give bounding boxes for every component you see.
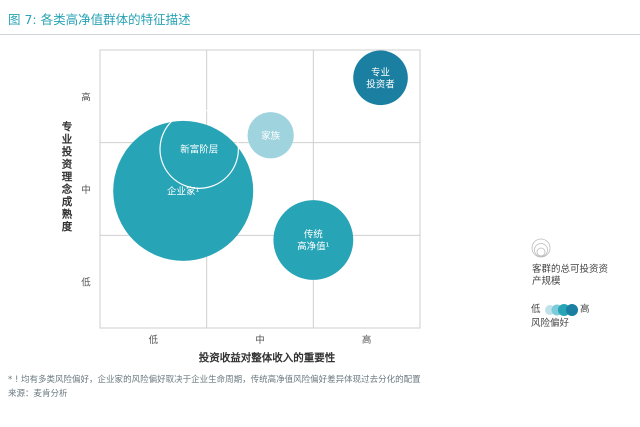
bubble: 新富阶层 (159, 109, 240, 189)
y-axis-label-char: 念 (61, 183, 73, 196)
footnote: * ! 均有多类风险偏好，企业家的风险偏好取决于企业生命周期，传统高净值风险偏好… (8, 375, 421, 385)
legend-size-icon (531, 238, 551, 258)
bubble-circle (273, 200, 354, 280)
legend-risk-high: 高 (580, 304, 590, 315)
tick-labels: 低中高高中低 (81, 91, 371, 346)
y-axis-label-char: 业 (62, 133, 73, 146)
y-axis-label-char: 专 (62, 120, 73, 133)
bubble: 传统高净值¹ (273, 200, 354, 280)
y-axis-label-char: 度 (62, 220, 73, 233)
bubble-circle (159, 109, 240, 189)
legend (531, 238, 578, 316)
legend-size-label: 客群的总可投资资产规模 (532, 264, 609, 287)
bubble-label: 专业投资者 (366, 66, 395, 90)
y-tick-label: 高 (81, 91, 91, 103)
bubble-circle (247, 112, 294, 159)
source-note: 来源：麦肯分析 (8, 389, 68, 399)
x-tick-label: 低 (149, 334, 159, 346)
y-axis-label-char: 成 (62, 195, 73, 208)
y-tick-label: 低 (81, 277, 91, 289)
y-axis-label-char: 投 (62, 145, 73, 158)
y-axis-label: 专业投资理念成熟度 (61, 120, 73, 233)
bubble: 家族 (247, 112, 294, 159)
bubble-label: 传统高净值¹ (297, 228, 330, 252)
bubble: 企业家¹ (113, 120, 254, 261)
bubble-circle (113, 120, 254, 261)
legend-risk-label: 风险偏好 (531, 318, 570, 329)
figure-title: 图 7: 各类高净值群体的特征描述 (8, 12, 191, 27)
legend-risk-scale (545, 304, 578, 316)
plot-frame (99, 49, 421, 329)
bubble: 专业投资者 (353, 50, 408, 106)
title-divider (0, 34, 640, 35)
bubble-circle (353, 50, 408, 106)
legend-risk-low: 低 (531, 304, 541, 315)
y-axis-label-char: 理 (62, 171, 73, 183)
bubble-label: 家族 (261, 130, 281, 142)
bubble-label: 新富阶层 (180, 144, 218, 156)
x-axis-label: 投资收益对整体收入的重要性 (199, 351, 336, 364)
x-tick-label: 中 (255, 334, 265, 346)
y-axis-label-char: 熟 (62, 208, 73, 221)
y-axis-label-char: 资 (62, 158, 73, 171)
y-tick-label: 中 (81, 184, 91, 196)
bubble-label: 企业家¹ (167, 185, 200, 197)
x-tick-label: 高 (362, 334, 372, 346)
